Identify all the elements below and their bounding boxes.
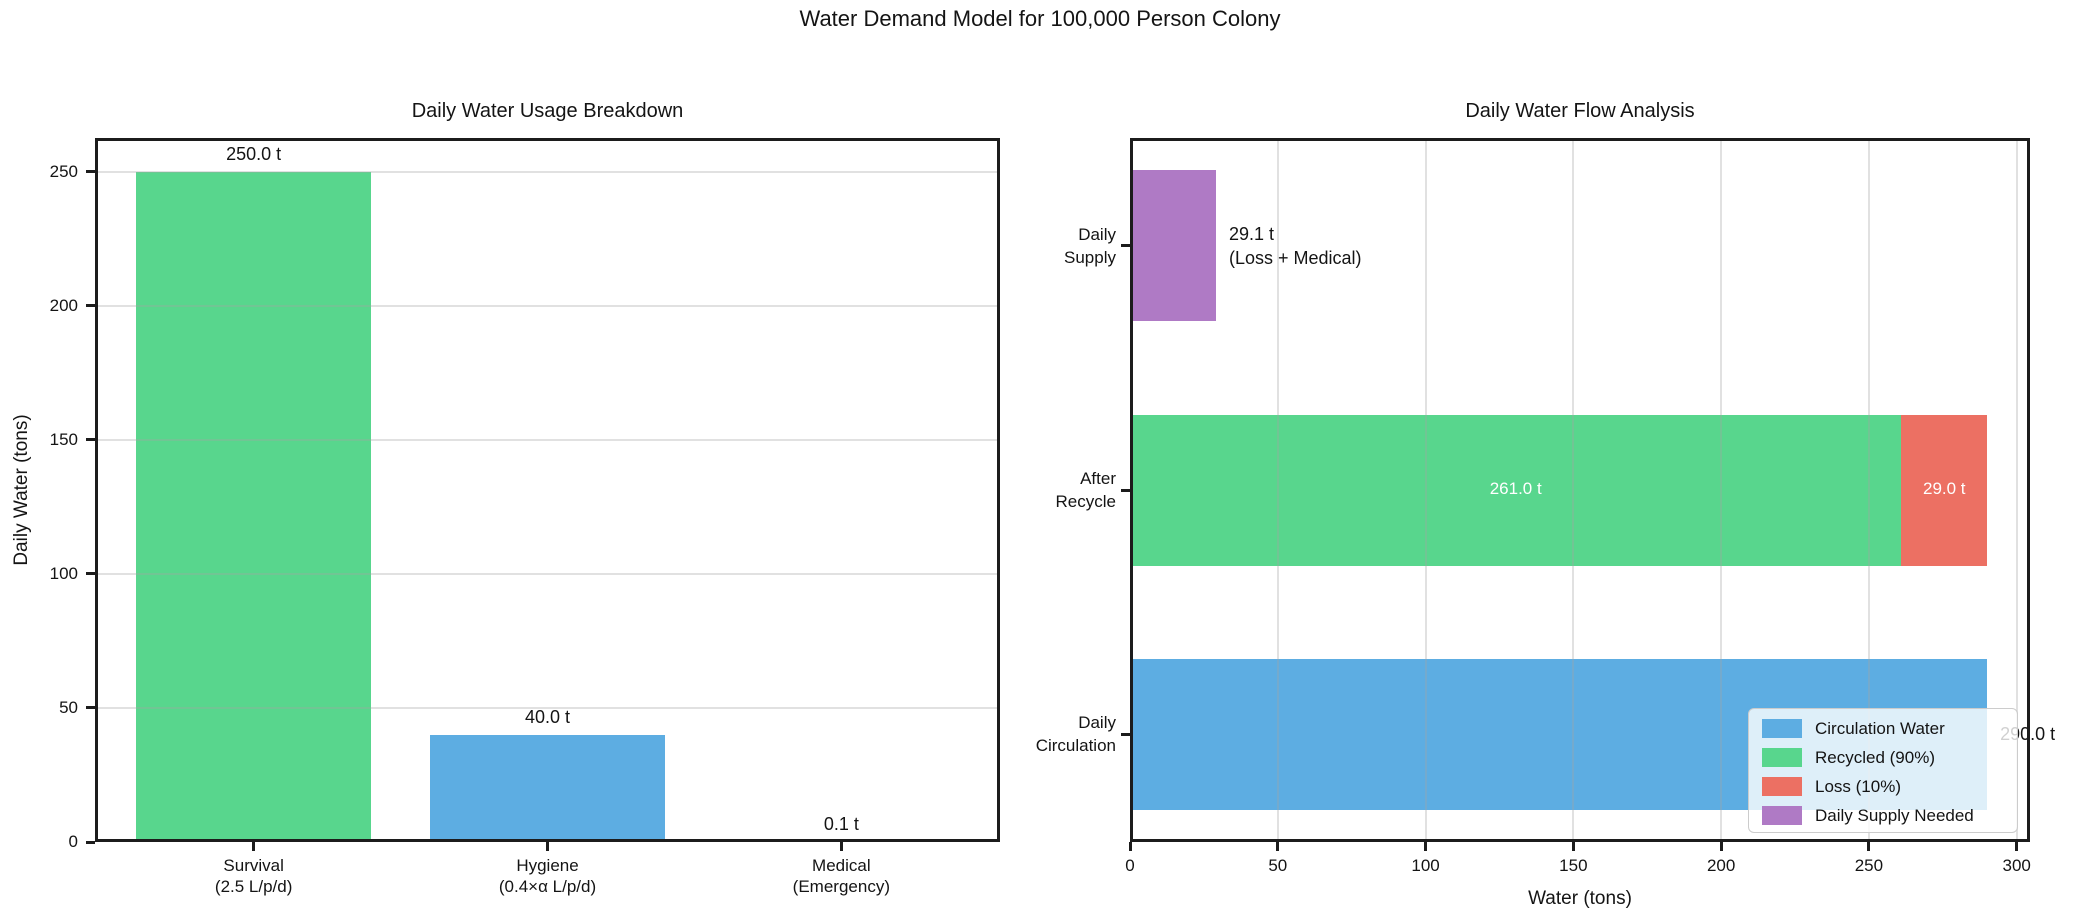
flow-seg-label-after-recycle-loss-10: 29.0 t — [1923, 479, 1966, 498]
usage-xtick-mark-medical — [839, 842, 843, 851]
legend-label-recycled-90: Recycled (90%) — [1815, 748, 1935, 767]
usage-xtick-label-hygiene: Hygiene (0.4×α L/p/d) — [498, 856, 597, 896]
flow-xtick-mark-250 — [1867, 842, 1871, 851]
flow-legend: Circulation Water Recycled (90%) Loss (10%… — [1748, 708, 2018, 833]
flow-gridline-150 — [1572, 138, 1575, 842]
usage-bar-survival — [136, 171, 372, 842]
usage-gridline-200 — [95, 304, 1000, 307]
legend-label-circulation-water: Circulation Water — [1815, 719, 1945, 738]
flow-ytick-mark-daily-supply — [1121, 244, 1130, 248]
flow-xtick-label-250: 250 — [1854, 856, 1884, 875]
legend-swatch-blue — [1762, 719, 1802, 738]
flow-chart-title: Daily Water Flow Analysis — [1465, 100, 1695, 122]
usage-ytick-mark-100 — [86, 572, 95, 576]
usage-xtick-label-survival: Survival (2.5 L/p/d) — [214, 856, 293, 896]
legend-entry-circulation-water: Circulation Water — [1749, 715, 2017, 744]
usage-gridline-150 — [95, 438, 1000, 441]
flow-x-axis-label: Water (tons) — [1528, 888, 1632, 909]
flow-xtick-mark-50 — [1276, 842, 1280, 851]
flow-ytick-label-daily-supply: Daily Supply — [1064, 224, 1116, 267]
usage-xtick-label-medical: Medical (Emergency) — [792, 856, 890, 896]
flow-xtick-mark-150 — [1571, 842, 1575, 851]
flow-xtick-label-100: 100 — [1411, 856, 1440, 875]
flow-ytick-label-daily-circulation: Daily Circulation — [1035, 713, 1116, 756]
legend-swatch-purple — [1762, 806, 1802, 825]
figure-title: Water Demand Model for 100,000 Person Co… — [799, 6, 1281, 31]
usage-xtick-mark-hygiene — [546, 842, 549, 851]
flow-xtick-label-0: 0 — [1125, 856, 1135, 875]
usage-xtick-mark-survival — [252, 842, 256, 851]
legend-swatch-red — [1762, 777, 1802, 796]
flow-gridline-200 — [1720, 138, 1723, 842]
flow-bar-after-recycle-recycled-90 — [1130, 414, 1902, 566]
flow-ytick-mark-after-recycle — [1121, 488, 1130, 492]
usage-chart-title: Daily Water Usage Breakdown — [411, 100, 684, 122]
flow-gridline-250 — [1867, 138, 1870, 842]
flow-gridline-50 — [1276, 138, 1279, 842]
flow-xtick-label-300: 300 — [2002, 856, 2031, 875]
legend-entry-recycled-90: Recycled (90%) — [1749, 744, 2017, 773]
usage-gridline-50 — [95, 706, 1000, 709]
usage-ytick-mark-150 — [86, 438, 95, 442]
usage-ytick-mark-250 — [86, 170, 95, 174]
usage-ytick-mark-50 — [86, 706, 95, 710]
flow-gridline-300 — [2015, 138, 2018, 842]
usage-ytick-label-0: 0 — [68, 832, 78, 851]
flow-xtick-label-50: 50 — [1268, 856, 1288, 875]
flow-bar-daily-supply-daily-supply-needed — [1130, 170, 1216, 322]
usage-ytick-mark-0 — [86, 840, 95, 844]
usage-ytick-label-50: 50 — [59, 697, 78, 717]
flow-bar-after-recycle-loss-10 — [1901, 414, 1988, 566]
legend-swatch-green — [1762, 748, 1802, 767]
flow-seg-label-after-recycle-recycled-90: 261.0 t — [1489, 479, 1542, 498]
flow-gridline-100 — [1424, 138, 1427, 842]
flow-ytick-label-after-recycle: After Recycle — [1055, 469, 1116, 511]
flow-xtick-mark-0 — [1128, 842, 1132, 851]
flow-xtick-label-200: 200 — [1706, 856, 1736, 875]
usage-ytick-label-200: 200 — [49, 295, 78, 315]
legend-entry-loss-10: Loss (10%) — [1749, 773, 2017, 802]
usage-ytick-label-100: 100 — [49, 563, 78, 583]
usage-bar-value-survival: 250.0 t — [226, 143, 282, 164]
legend-entry-daily-supply-needed: Daily Supply Needed — [1749, 802, 2017, 831]
flow-xtick-mark-100 — [1424, 842, 1428, 851]
usage-ytick-label-150: 150 — [49, 429, 78, 449]
flow-xtick-label-150: 150 — [1559, 856, 1588, 875]
usage-ytick-label-250: 250 — [49, 161, 78, 181]
flow-annotation-daily-supply: 29.1 t (Loss + Medical) — [1229, 223, 1362, 268]
flow-ytick-mark-daily-circulation — [1121, 732, 1130, 736]
flow-xtick-mark-200 — [1719, 842, 1723, 851]
usage-ytick-mark-200 — [86, 304, 95, 308]
usage-gridline-100 — [95, 572, 1000, 575]
usage-gridline-250 — [95, 170, 1000, 173]
usage-bar-value-medical: 0.1 t — [823, 813, 859, 834]
flow-xtick-mark-300 — [2015, 842, 2019, 851]
legend-label-loss-10: Loss (10%) — [1815, 777, 1901, 796]
usage-bar-value-hygiene: 40.0 t — [524, 706, 571, 727]
usage-bar-hygiene — [430, 734, 665, 842]
legend-label-daily-supply-needed: Daily Supply Needed — [1815, 806, 1974, 825]
